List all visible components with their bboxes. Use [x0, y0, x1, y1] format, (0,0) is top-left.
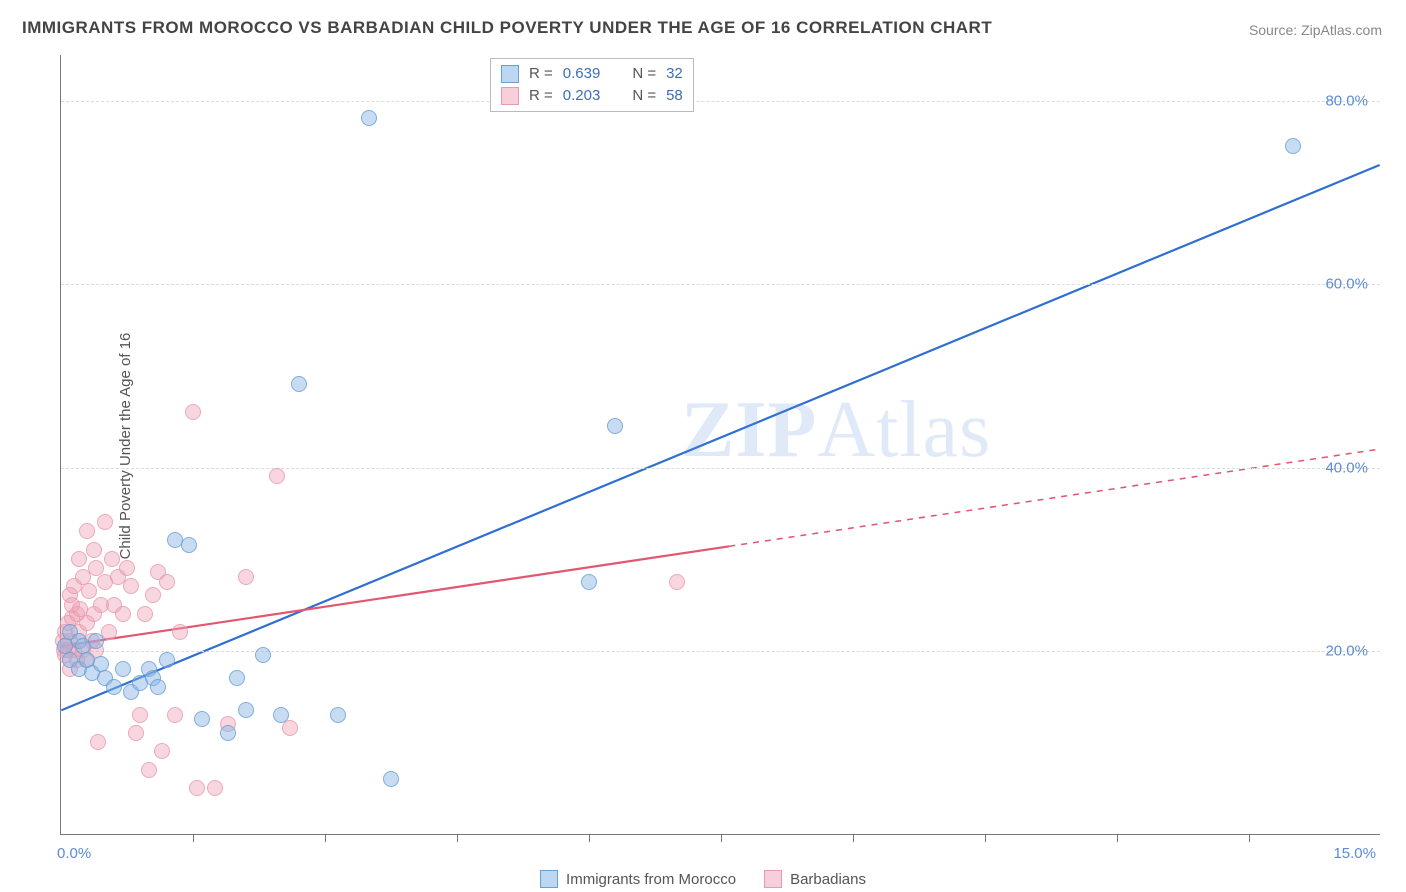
y-tick-label: 60.0% [1325, 276, 1368, 293]
legend-series: Immigrants from Morocco Barbadians [540, 870, 866, 888]
gridline [61, 284, 1380, 285]
x-tick [853, 834, 854, 842]
scatter-point [207, 780, 223, 796]
scatter-point [238, 702, 254, 718]
scatter-point [172, 624, 188, 640]
scatter-point [282, 720, 298, 736]
y-tick-label: 20.0% [1325, 643, 1368, 660]
scatter-point [194, 711, 210, 727]
x-tick [985, 834, 986, 842]
scatter-point [185, 404, 201, 420]
scatter-point [229, 670, 245, 686]
scatter-point [581, 574, 597, 590]
scatter-point [90, 734, 106, 750]
scatter-point [79, 523, 95, 539]
scatter-point [273, 707, 289, 723]
x-tick [721, 834, 722, 842]
scatter-point [81, 583, 97, 599]
scatter-point [86, 542, 102, 558]
scatter-point [137, 606, 153, 622]
scatter-point [1285, 138, 1301, 154]
scatter-point [88, 633, 104, 649]
scatter-point [220, 725, 236, 741]
x-tick-label: 0.0% [57, 845, 91, 862]
trend-lines [61, 55, 1380, 834]
scatter-point [330, 707, 346, 723]
trend-line [729, 449, 1379, 546]
gridline [61, 468, 1380, 469]
scatter-point [269, 468, 285, 484]
n-value-pink: 58 [666, 85, 683, 107]
plot-area: ZIPAtlas 20.0%40.0%60.0%80.0%0.0%15.0% [60, 55, 1380, 835]
swatch-blue-icon [501, 65, 519, 83]
x-tick [1249, 834, 1250, 842]
swatch-pink-icon [501, 87, 519, 105]
scatter-point [104, 551, 120, 567]
scatter-point [145, 587, 161, 603]
r-value-pink: 0.203 [563, 85, 601, 107]
scatter-point [291, 376, 307, 392]
x-tick [193, 834, 194, 842]
legend-item-pink: Barbadians [764, 870, 866, 888]
r-label: R = [529, 85, 553, 107]
scatter-point [189, 780, 205, 796]
legend-row-blue: R = 0.639 N = 32 [501, 63, 683, 85]
series-name-pink: Barbadians [790, 871, 866, 888]
scatter-point [115, 606, 131, 622]
source-attribution: Source: ZipAtlas.com [1249, 22, 1382, 38]
scatter-point [255, 647, 271, 663]
gridline [61, 101, 1380, 102]
y-tick-label: 40.0% [1325, 459, 1368, 476]
y-tick-label: 80.0% [1325, 92, 1368, 109]
trend-line [61, 165, 1379, 710]
x-tick-label: 15.0% [1333, 845, 1376, 862]
scatter-point [132, 707, 148, 723]
scatter-point [154, 743, 170, 759]
scatter-point [669, 574, 685, 590]
n-value-blue: 32 [666, 63, 683, 85]
scatter-point [106, 679, 122, 695]
series-name-blue: Immigrants from Morocco [566, 871, 736, 888]
scatter-point [159, 574, 175, 590]
watermark-atlas: Atlas [817, 386, 991, 474]
swatch-blue-icon [540, 870, 558, 888]
scatter-point [238, 569, 254, 585]
trend-line [61, 546, 729, 646]
scatter-point [97, 514, 113, 530]
scatter-point [115, 661, 131, 677]
watermark: ZIPAtlas [681, 385, 991, 476]
scatter-point [159, 652, 175, 668]
x-tick [325, 834, 326, 842]
source-prefix: Source: [1249, 22, 1301, 38]
n-label: N = [632, 85, 656, 107]
source-name: ZipAtlas.com [1301, 22, 1382, 38]
swatch-pink-icon [764, 870, 782, 888]
n-label: N = [632, 63, 656, 85]
x-tick [457, 834, 458, 842]
r-value-blue: 0.639 [563, 63, 601, 85]
scatter-point [123, 578, 139, 594]
scatter-point [167, 707, 183, 723]
scatter-point [141, 762, 157, 778]
scatter-point [101, 624, 117, 640]
scatter-point [71, 551, 87, 567]
chart-title: IMMIGRANTS FROM MOROCCO VS BARBADIAN CHI… [22, 18, 992, 38]
legend-correlation: R = 0.639 N = 32 R = 0.203 N = 58 [490, 58, 694, 112]
scatter-point [181, 537, 197, 553]
scatter-point [383, 771, 399, 787]
r-label: R = [529, 63, 553, 85]
scatter-point [607, 418, 623, 434]
legend-row-pink: R = 0.203 N = 58 [501, 85, 683, 107]
scatter-point [119, 560, 135, 576]
x-tick [1117, 834, 1118, 842]
scatter-point [150, 679, 166, 695]
scatter-point [128, 725, 144, 741]
x-tick [589, 834, 590, 842]
scatter-point [361, 110, 377, 126]
watermark-zip: ZIP [681, 386, 817, 474]
legend-item-blue: Immigrants from Morocco [540, 870, 736, 888]
